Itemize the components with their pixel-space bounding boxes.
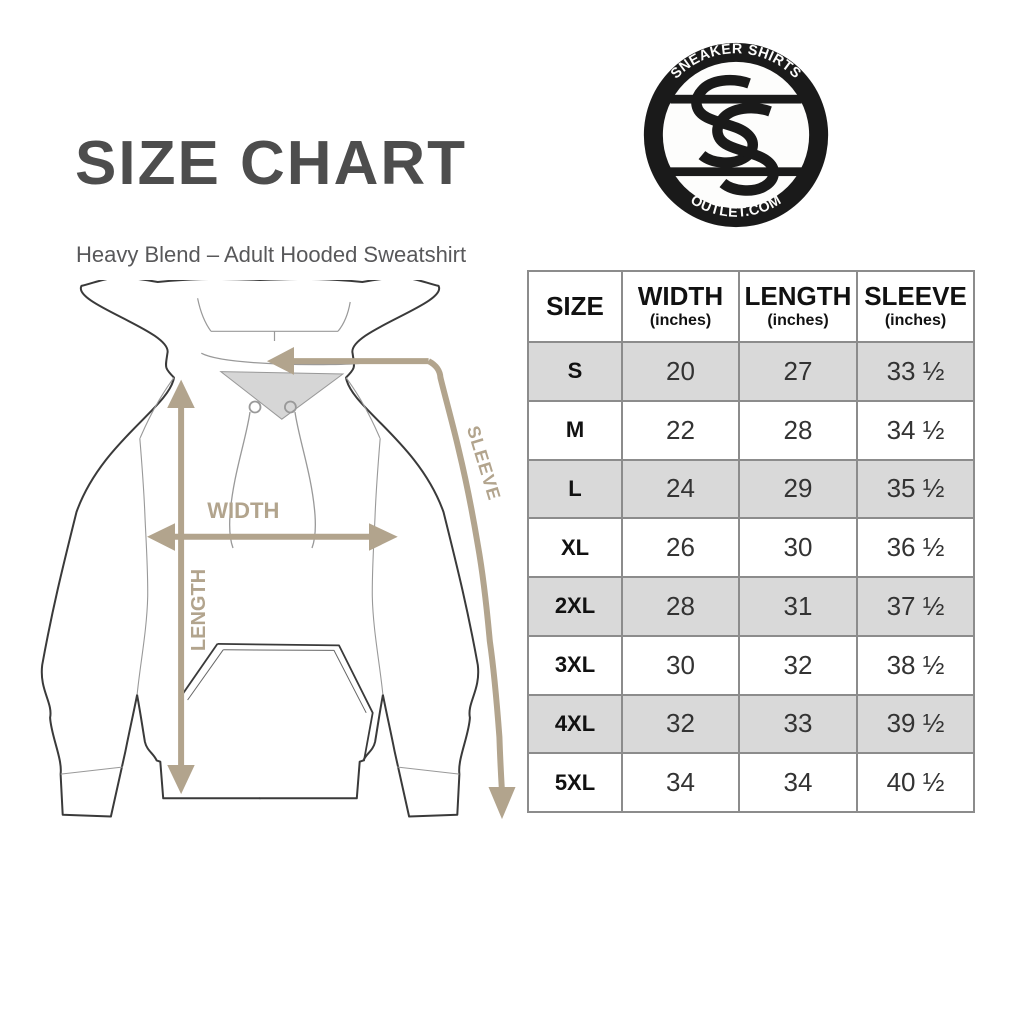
svg-text:WIDTH: WIDTH (207, 498, 279, 523)
svg-text:LENGTH: LENGTH (188, 569, 210, 651)
